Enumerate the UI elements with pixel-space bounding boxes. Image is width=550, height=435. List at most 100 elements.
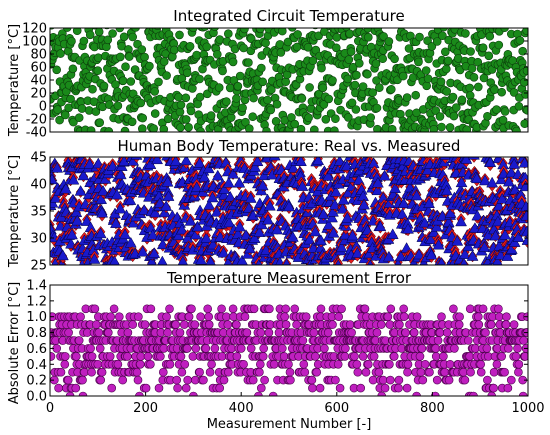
error-point bbox=[188, 352, 198, 361]
data-point bbox=[88, 84, 97, 94]
measured-temperature-point bbox=[440, 184, 453, 196]
error-point bbox=[377, 391, 386, 396]
error-point bbox=[372, 328, 382, 337]
measured-temperature-point bbox=[287, 162, 300, 173]
data-point bbox=[120, 126, 130, 132]
data-point bbox=[91, 107, 101, 116]
error-point bbox=[285, 367, 295, 377]
measured-temperature-point bbox=[184, 215, 197, 226]
error-point bbox=[489, 383, 498, 393]
measured-temperature-point bbox=[243, 242, 256, 254]
error-point bbox=[132, 367, 142, 377]
data-point bbox=[224, 29, 233, 39]
data-point bbox=[232, 94, 241, 103]
y-tick-label: 40 bbox=[30, 178, 47, 193]
data-point bbox=[256, 28, 265, 34]
data-point bbox=[138, 124, 147, 132]
measured-temperature-point bbox=[482, 228, 495, 240]
data-point bbox=[293, 30, 302, 39]
measured-temperature-point bbox=[233, 176, 246, 188]
error-point bbox=[203, 304, 212, 314]
data-point bbox=[125, 52, 134, 61]
y-tick-label: 45 bbox=[30, 151, 47, 166]
data-point bbox=[115, 28, 125, 33]
data-point bbox=[131, 28, 140, 32]
data-point bbox=[305, 83, 314, 92]
data-point bbox=[310, 125, 319, 132]
measured-temperature-point bbox=[227, 167, 239, 179]
error-point bbox=[254, 391, 263, 396]
error-point bbox=[156, 352, 165, 361]
data-point bbox=[149, 124, 158, 132]
error-point bbox=[460, 375, 470, 385]
error-point bbox=[328, 320, 337, 329]
data-point bbox=[175, 30, 184, 40]
measured-temperature-point bbox=[466, 250, 479, 261]
x-ticks-3: 0 200 400 600 800 1000 bbox=[46, 392, 545, 416]
measured-temperature-point bbox=[223, 216, 236, 228]
error-point bbox=[333, 359, 343, 369]
data-point bbox=[188, 84, 197, 93]
data-point bbox=[379, 32, 388, 41]
measured-temperature-point bbox=[97, 184, 109, 196]
error-point bbox=[207, 359, 216, 369]
measured-temperature-point bbox=[224, 190, 237, 202]
error-point bbox=[358, 352, 368, 361]
error-point bbox=[232, 352, 242, 361]
data-point bbox=[99, 81, 109, 91]
y-tick-label: 0.4 bbox=[26, 358, 47, 373]
measured-temperature-point bbox=[394, 250, 407, 262]
measured-temperature-point bbox=[378, 169, 391, 181]
data-point bbox=[163, 114, 173, 124]
error-point bbox=[118, 375, 127, 385]
y-tick-label: 60 bbox=[30, 61, 47, 76]
measured-temperature-point bbox=[410, 189, 423, 201]
error-point bbox=[483, 375, 492, 385]
measured-temperature-point bbox=[468, 157, 480, 160]
data-point bbox=[210, 28, 219, 31]
error-point bbox=[78, 375, 87, 385]
error-point bbox=[154, 383, 164, 393]
error-point bbox=[133, 375, 143, 385]
error-point bbox=[104, 328, 113, 337]
error-point bbox=[335, 383, 345, 393]
error-point bbox=[177, 367, 187, 377]
measured-temperature-point bbox=[96, 206, 109, 218]
x-tick-label: 600 bbox=[324, 401, 349, 416]
measured-temperature-point bbox=[114, 202, 127, 214]
measured-temperature-point bbox=[459, 257, 468, 265]
data-point bbox=[113, 101, 123, 110]
error-point bbox=[307, 375, 317, 385]
error-point bbox=[256, 328, 266, 337]
measured-temperature-point bbox=[508, 158, 521, 169]
measured-temperature-point bbox=[151, 157, 163, 165]
error-point bbox=[96, 375, 105, 385]
error-point bbox=[449, 304, 458, 314]
error-point bbox=[268, 391, 278, 396]
measured-temperature-point bbox=[130, 157, 143, 160]
error-point bbox=[356, 383, 366, 393]
data-point bbox=[233, 81, 243, 91]
measured-temperature-point bbox=[56, 249, 69, 261]
error-point bbox=[337, 304, 346, 314]
data-point bbox=[283, 37, 293, 47]
data-point bbox=[116, 52, 125, 62]
error-point bbox=[445, 359, 455, 369]
scatter-points-3 bbox=[50, 304, 528, 396]
error-point bbox=[240, 312, 250, 322]
data-point bbox=[421, 66, 431, 75]
chart-title-2: Human Body Temperature: Real vs. Measure… bbox=[118, 137, 461, 155]
y-tick-label: 35 bbox=[30, 205, 47, 220]
error-point bbox=[76, 312, 85, 322]
data-point bbox=[192, 50, 201, 60]
error-point bbox=[494, 312, 504, 322]
data-point bbox=[186, 106, 196, 116]
error-point bbox=[258, 352, 268, 361]
data-point bbox=[438, 31, 447, 41]
y-tick-label: 0.0 bbox=[26, 390, 47, 405]
error-point bbox=[279, 352, 289, 361]
measured-temperature-point bbox=[110, 188, 123, 200]
error-point bbox=[187, 304, 196, 314]
error-point bbox=[315, 383, 325, 393]
measured-temperature-point bbox=[249, 161, 261, 172]
